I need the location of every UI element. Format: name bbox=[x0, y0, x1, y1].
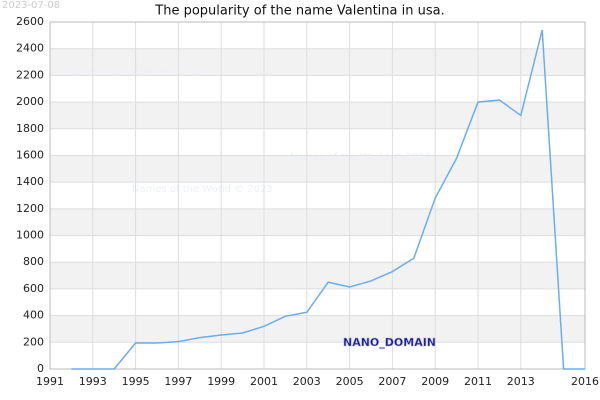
y-tick-label: 600 bbox=[23, 282, 44, 295]
grid-band bbox=[50, 262, 585, 289]
y-tick-label: 200 bbox=[23, 335, 44, 348]
y-tick-label: 1400 bbox=[16, 175, 44, 188]
x-tick-label: 2009 bbox=[421, 375, 449, 388]
plot-background bbox=[50, 48, 585, 343]
y-tick-label: 2600 bbox=[16, 15, 44, 28]
x-tick-label: 1999 bbox=[207, 375, 235, 388]
watermark: Names of the World © 2023 bbox=[290, 152, 431, 163]
plot-frame bbox=[49, 21, 586, 370]
y-tick-label: 2200 bbox=[16, 68, 44, 81]
x-tick-label: 1993 bbox=[79, 375, 107, 388]
x-tick-label: 1995 bbox=[122, 375, 150, 388]
chart-title: The popularity of the name Valentina in … bbox=[154, 4, 444, 19]
x-tick-label: 2003 bbox=[293, 375, 321, 388]
x-tick-label: 2016 bbox=[571, 375, 599, 388]
x-tick-label: 2001 bbox=[250, 375, 278, 388]
x-tick-label: 2007 bbox=[378, 375, 406, 388]
y-tick-label: 1800 bbox=[16, 122, 44, 135]
grid-band bbox=[50, 155, 585, 183]
grid-band bbox=[50, 315, 585, 343]
series-line bbox=[71, 29, 585, 370]
y-tick-label: 1200 bbox=[16, 202, 44, 215]
x-tick-label: 2013 bbox=[507, 375, 535, 388]
date-stamp: 2023-07-08 bbox=[2, 0, 60, 11]
x-tick-label: 2005 bbox=[336, 375, 364, 388]
y-tick-label: 0 bbox=[37, 362, 44, 375]
watermark: Names of the World © 2023 bbox=[132, 184, 273, 195]
y-tick-label: 1000 bbox=[16, 229, 44, 242]
domain-label: NANO_DOMAIN bbox=[343, 336, 436, 349]
grid-band bbox=[50, 208, 585, 236]
grid-band bbox=[50, 102, 585, 129]
y-tick-label: 1600 bbox=[16, 148, 44, 161]
x-tick-label: 1991 bbox=[36, 375, 64, 388]
x-tick-label: 1997 bbox=[164, 375, 192, 388]
y-tick-label: 2000 bbox=[16, 95, 44, 108]
watermark: Names of the World © 2023 bbox=[70, 67, 211, 78]
grid-band bbox=[50, 48, 585, 76]
x-tick-label: 2011 bbox=[464, 375, 492, 388]
y-tick-label: 800 bbox=[23, 255, 44, 268]
y-tick-label: 2400 bbox=[16, 42, 44, 55]
y-tick-label: 400 bbox=[23, 309, 44, 322]
